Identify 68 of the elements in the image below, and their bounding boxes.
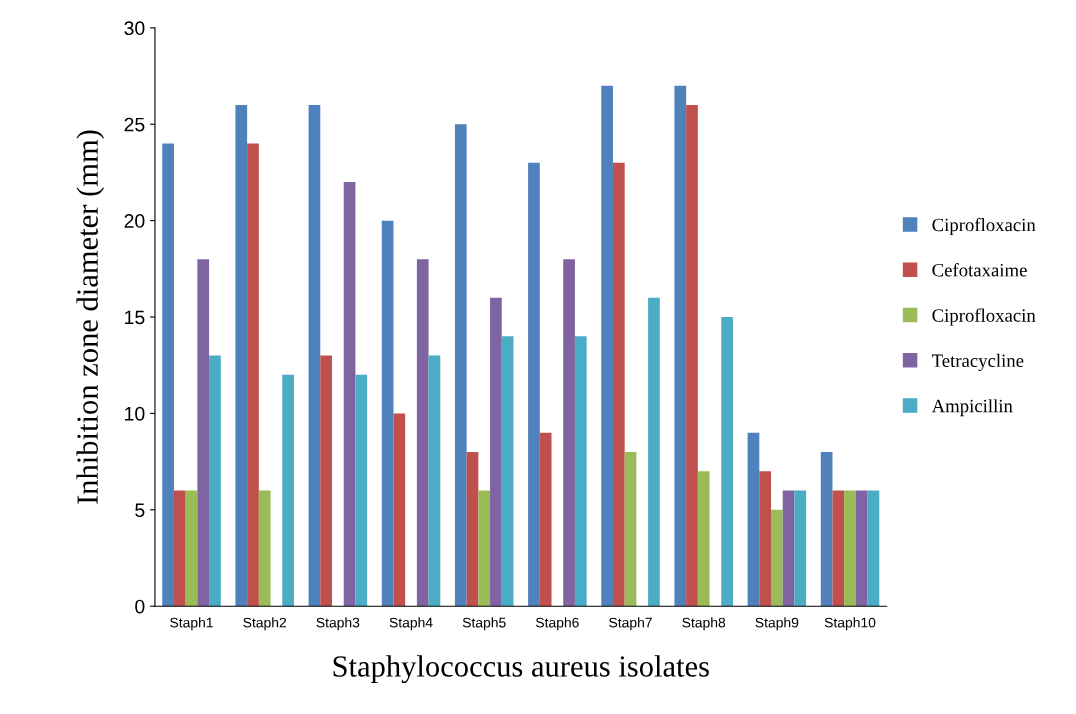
bar — [162, 143, 174, 607]
bar — [771, 509, 783, 607]
y-tick-label: 0 — [135, 599, 145, 614]
bar — [674, 85, 687, 607]
bar — [574, 336, 587, 607]
bar — [820, 451, 833, 607]
bar — [539, 432, 552, 607]
bar — [416, 259, 429, 607]
bar — [624, 451, 637, 607]
bar — [393, 413, 406, 607]
bar — [197, 259, 210, 607]
legend-label: Ciprofloxacin — [932, 308, 1036, 326]
bar — [478, 490, 491, 607]
bar — [235, 104, 248, 607]
bar — [782, 490, 795, 607]
bar — [466, 451, 479, 607]
y-tick-label: 15 — [125, 310, 145, 325]
x-tick-label: Staph1 — [170, 617, 213, 631]
bar — [747, 432, 760, 607]
x-tick-label: Staph5 — [462, 617, 506, 631]
x-axis-title: Staphylococcus aureus isolates — [333, 655, 709, 684]
bar — [501, 336, 514, 607]
bar — [832, 490, 845, 607]
y-tick-label: 5 — [135, 503, 145, 518]
bar — [454, 124, 467, 607]
bar — [355, 374, 368, 607]
bar — [686, 104, 698, 607]
bar — [528, 162, 540, 607]
x-tick-label: Staph2 — [243, 617, 287, 631]
x-tick-label: Staph3 — [316, 617, 360, 631]
legend-label: Cefotaxaime — [932, 263, 1027, 277]
bar — [308, 104, 321, 607]
bar — [759, 471, 772, 607]
bar — [343, 182, 356, 607]
bar — [794, 490, 807, 607]
bar — [428, 355, 441, 607]
bar — [185, 490, 198, 607]
bar — [320, 355, 333, 607]
bar — [855, 490, 868, 607]
bar — [247, 143, 259, 607]
legend-label: Ampicillin — [931, 399, 1013, 417]
bar — [490, 297, 502, 607]
bar — [563, 259, 575, 607]
bar — [282, 374, 294, 607]
bar — [721, 317, 733, 607]
y-tick-label: 30 — [124, 21, 145, 36]
y-axis-title: Inhibition zone diameter (mm) — [76, 130, 105, 504]
bar — [381, 220, 394, 607]
x-tick-label: Staph7 — [609, 617, 652, 631]
y-tick-label: 10 — [125, 406, 145, 421]
x-tick-label: Staph10 — [824, 617, 876, 631]
bar — [601, 85, 613, 607]
x-tick-label: Staph4 — [389, 617, 433, 631]
bar — [209, 355, 221, 607]
legend-label: Tetracycline — [931, 353, 1024, 371]
bar — [648, 297, 660, 607]
x-tick-label: Staph9 — [755, 617, 799, 631]
bar — [697, 471, 710, 607]
x-tick-label: Staph6 — [535, 617, 579, 631]
bar — [844, 490, 856, 607]
bar — [612, 162, 625, 607]
y-tick-label: 20 — [124, 214, 145, 228]
bar — [173, 490, 186, 607]
y-tick-label: 25 — [124, 117, 145, 132]
x-tick-label: Staph8 — [682, 617, 726, 631]
bar — [867, 490, 880, 607]
legend-label: Ciprofloxacin — [932, 217, 1036, 236]
bar — [258, 490, 271, 607]
